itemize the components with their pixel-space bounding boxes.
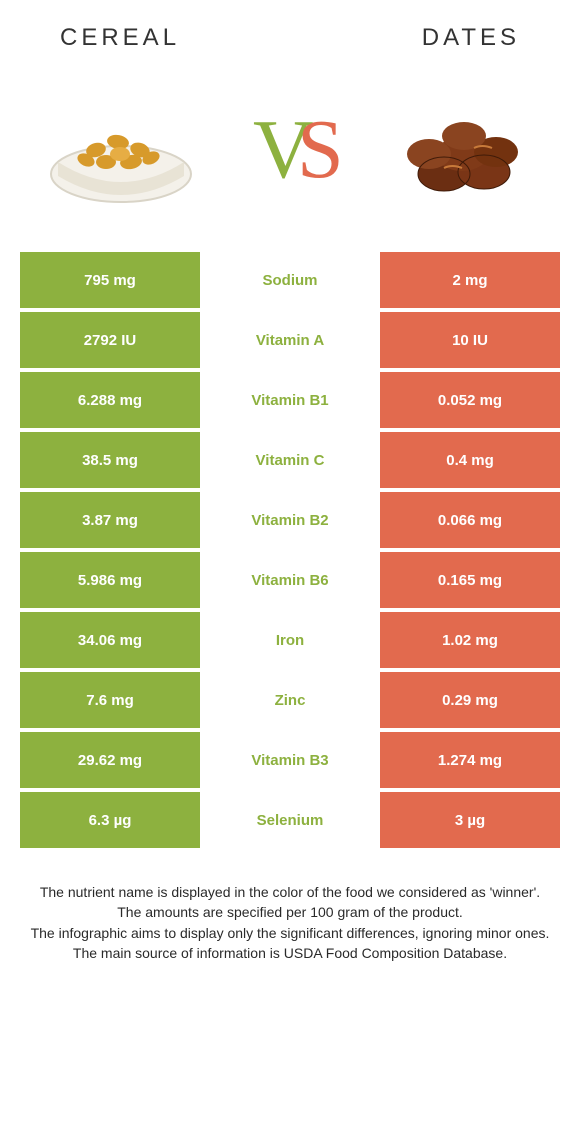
nutrient-name: Selenium — [200, 792, 380, 848]
dates-image — [374, 92, 544, 212]
nutrient-right-value: 0.4 mg — [380, 432, 560, 488]
header: CEREAL DATES — [0, 0, 580, 62]
nutrient-left-value: 795 mg — [20, 252, 200, 308]
nutrient-right-value: 1.02 mg — [380, 612, 560, 668]
nutrient-left-value: 6.3 µg — [20, 792, 200, 848]
footer-line-2: The amounts are specified per 100 gram o… — [30, 902, 550, 922]
nutrient-name: Zinc — [200, 672, 380, 728]
vs-s-letter: S — [297, 103, 344, 196]
footer-notes: The nutrient name is displayed in the co… — [0, 852, 580, 963]
nutrient-left-value: 38.5 mg — [20, 432, 200, 488]
nutrient-name: Vitamin A — [200, 312, 380, 368]
footer-line-3: The infographic aims to display only the… — [30, 923, 550, 943]
footer-line-1: The nutrient name is displayed in the co… — [30, 882, 550, 902]
nutrient-row: 29.62 mgVitamin B31.274 mg — [20, 732, 560, 788]
vs-label: V S — [215, 97, 365, 207]
nutrient-row: 795 mgSodium2 mg — [20, 252, 560, 308]
cereal-image — [36, 92, 206, 212]
nutrient-name: Vitamin C — [200, 432, 380, 488]
hero-row: V S — [0, 62, 580, 252]
nutrient-row: 38.5 mgVitamin C0.4 mg — [20, 432, 560, 488]
nutrient-right-value: 0.29 mg — [380, 672, 560, 728]
nutrient-row: 6.288 mgVitamin B10.052 mg — [20, 372, 560, 428]
nutrient-name: Vitamin B3 — [200, 732, 380, 788]
nutrient-left-value: 5.986 mg — [20, 552, 200, 608]
food-left-title: CEREAL — [60, 24, 180, 52]
nutrient-right-value: 0.052 mg — [380, 372, 560, 428]
nutrient-right-value: 3 µg — [380, 792, 560, 848]
nutrient-name: Vitamin B1 — [200, 372, 380, 428]
nutrient-left-value: 29.62 mg — [20, 732, 200, 788]
nutrient-row: 6.3 µgSelenium3 µg — [20, 792, 560, 848]
nutrient-right-value: 10 IU — [380, 312, 560, 368]
nutrient-left-value: 7.6 mg — [20, 672, 200, 728]
nutrient-right-value: 1.274 mg — [380, 732, 560, 788]
nutrient-left-value: 2792 IU — [20, 312, 200, 368]
nutrient-left-value: 3.87 mg — [20, 492, 200, 548]
nutrient-right-value: 0.165 mg — [380, 552, 560, 608]
nutrient-row: 34.06 mgIron1.02 mg — [20, 612, 560, 668]
nutrient-name: Vitamin B2 — [200, 492, 380, 548]
nutrient-name: Sodium — [200, 252, 380, 308]
nutrient-row: 3.87 mgVitamin B20.066 mg — [20, 492, 560, 548]
food-right-title: DATES — [422, 24, 520, 52]
nutrient-left-value: 34.06 mg — [20, 612, 200, 668]
nutrient-left-value: 6.288 mg — [20, 372, 200, 428]
nutrient-right-value: 2 mg — [380, 252, 560, 308]
nutrient-right-value: 0.066 mg — [380, 492, 560, 548]
nutrient-table: 795 mgSodium2 mg2792 IUVitamin A10 IU6.2… — [0, 252, 580, 848]
nutrient-name: Vitamin B6 — [200, 552, 380, 608]
nutrient-row: 7.6 mgZinc0.29 mg — [20, 672, 560, 728]
nutrient-row: 5.986 mgVitamin B60.165 mg — [20, 552, 560, 608]
footer-line-4: The main source of information is USDA F… — [30, 943, 550, 963]
nutrient-name: Iron — [200, 612, 380, 668]
nutrient-row: 2792 IUVitamin A10 IU — [20, 312, 560, 368]
